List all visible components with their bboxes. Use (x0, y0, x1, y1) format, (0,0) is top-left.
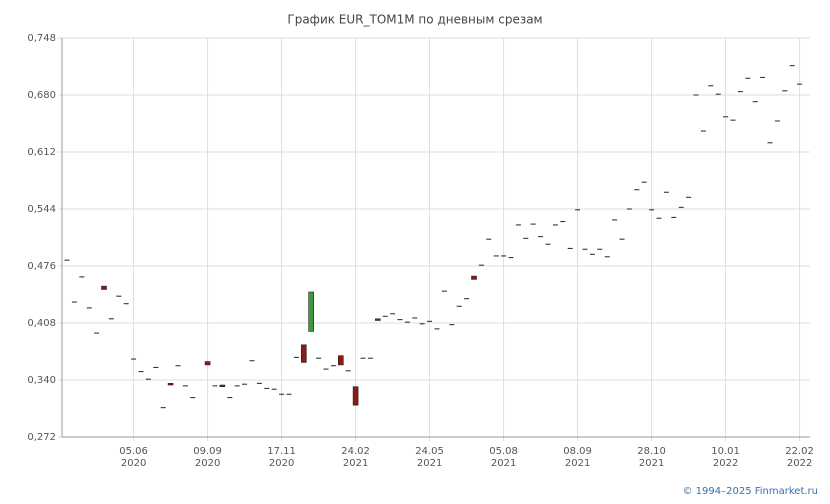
x-tick-label: 05.08 2021 (489, 446, 518, 469)
x-tick-label: 09.09 2020 (193, 446, 222, 469)
x-tick-label: 10.01 2022 (711, 446, 740, 469)
x-tick-label: 17.11 2020 (267, 446, 296, 469)
y-tick-label: 0,612 (27, 147, 56, 158)
candle (219, 384, 226, 388)
chart-title: График EUR_TOM1M по дневным срезам (287, 13, 542, 27)
y-tick-label: 0,272 (27, 432, 56, 443)
x-tick-label: 24.05 2021 (415, 446, 444, 469)
candle (308, 291, 315, 332)
candle (101, 285, 107, 290)
y-tick-label: 0,408 (27, 318, 56, 329)
x-tick-label: 28.10 2021 (637, 446, 666, 469)
candle (352, 386, 359, 406)
y-tick-label: 0,476 (27, 261, 56, 272)
footer[interactable]: © 1994–2025 Finmarket.ru (682, 486, 818, 497)
candle (167, 383, 174, 386)
candle (204, 361, 211, 366)
x-tick-label: 24.02 2021 (341, 446, 370, 469)
candle (374, 318, 381, 321)
x-tick-label: 05.06 2020 (119, 446, 148, 469)
candle (300, 344, 307, 363)
x-tick-label: 22.02 2022 (785, 446, 814, 469)
y-tick-label: 0,748 (27, 33, 56, 44)
y-tick-label: 0,544 (27, 204, 56, 215)
x-tick-label: 08.09 2021 (563, 446, 592, 469)
candle (471, 275, 477, 280)
y-tick-label: 0,340 (27, 375, 56, 386)
y-tick-label: 0,680 (27, 90, 56, 101)
candle (337, 355, 344, 366)
